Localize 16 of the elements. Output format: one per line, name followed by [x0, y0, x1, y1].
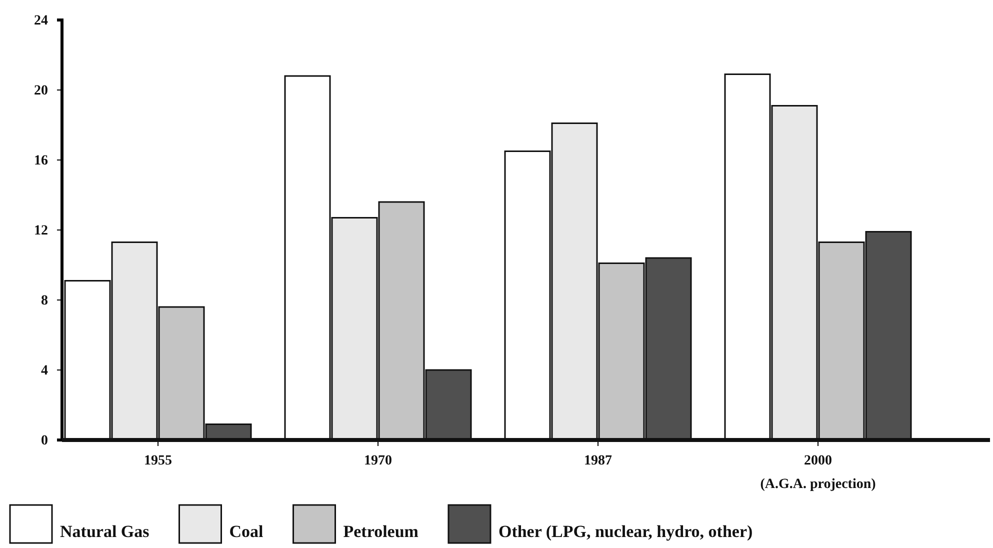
legend-label: Coal — [229, 522, 264, 541]
legend-label: Other (LPG, nuclear, hydro, other) — [498, 522, 753, 541]
y-tick-label: 12 — [34, 223, 48, 238]
legend-label: Natural Gas — [60, 522, 150, 541]
text: (A.G.A. projection) — [760, 477, 876, 492]
y-tick-label: 4 — [41, 363, 48, 378]
y-tick-label: 0 — [41, 433, 48, 448]
x-tick-label: 1955 — [144, 453, 172, 468]
y-tick-label: 24 — [34, 13, 48, 28]
x-tick-label: 1970 — [364, 453, 392, 468]
y-tick-label: 20 — [34, 83, 48, 98]
legend-label: Petroleum — [343, 522, 418, 541]
x-tick-label: 1987 — [584, 453, 612, 468]
x-tick-label: 2000 — [804, 453, 832, 468]
y-tick-label: 16 — [34, 153, 48, 168]
y-tick-label: 8 — [41, 293, 48, 308]
